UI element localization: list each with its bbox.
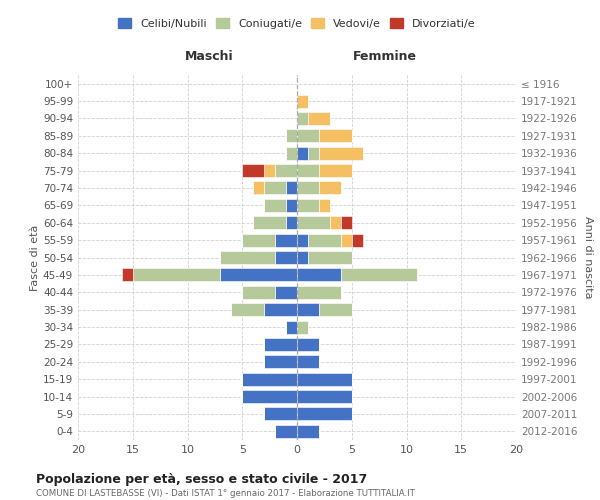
Bar	[122, 268, 133, 281]
Bar	[297, 216, 330, 230]
Bar	[220, 251, 275, 264]
Bar	[297, 146, 308, 160]
Bar	[341, 268, 418, 281]
Bar	[275, 425, 297, 438]
Bar	[286, 216, 297, 230]
Bar	[297, 338, 319, 351]
Bar	[133, 268, 220, 281]
Bar	[308, 251, 352, 264]
Bar	[341, 216, 352, 230]
Bar	[220, 268, 297, 281]
Bar	[286, 146, 297, 160]
Bar	[297, 94, 308, 108]
Bar	[297, 390, 352, 403]
Bar	[308, 112, 330, 125]
Bar	[275, 234, 297, 246]
Bar	[275, 164, 297, 177]
Bar	[275, 286, 297, 299]
Bar	[253, 216, 286, 230]
Bar	[297, 320, 308, 334]
Bar	[264, 408, 297, 420]
Bar	[297, 130, 319, 142]
Bar	[286, 182, 297, 194]
Text: Popolazione per età, sesso e stato civile - 2017: Popolazione per età, sesso e stato civil…	[36, 472, 367, 486]
Bar	[297, 251, 308, 264]
Bar	[297, 303, 319, 316]
Legend: Celibi/Nubili, Coniugati/e, Vedovi/e, Divorziati/e: Celibi/Nubili, Coniugati/e, Vedovi/e, Di…	[115, 15, 479, 32]
Bar	[242, 286, 275, 299]
Bar	[297, 112, 308, 125]
Bar	[352, 234, 362, 246]
Bar	[242, 234, 275, 246]
Bar	[297, 268, 341, 281]
Text: COMUNE DI LASTEBASSE (VI) - Dati ISTAT 1° gennaio 2017 - Elaborazione TUTTITALIA: COMUNE DI LASTEBASSE (VI) - Dati ISTAT 1…	[36, 489, 415, 498]
Bar	[297, 182, 319, 194]
Bar	[297, 425, 319, 438]
Bar	[232, 303, 264, 316]
Bar	[264, 199, 286, 212]
Bar	[286, 199, 297, 212]
Bar	[297, 408, 352, 420]
Text: Femmine: Femmine	[353, 50, 416, 63]
Bar	[264, 303, 297, 316]
Bar	[242, 372, 297, 386]
Bar	[286, 130, 297, 142]
Bar	[264, 182, 286, 194]
Bar	[319, 164, 352, 177]
Bar	[264, 356, 297, 368]
Bar	[297, 372, 352, 386]
Bar	[242, 390, 297, 403]
Bar	[297, 164, 319, 177]
Bar	[319, 303, 352, 316]
Bar	[242, 164, 264, 177]
Bar	[319, 130, 352, 142]
Bar	[341, 234, 352, 246]
Bar	[264, 338, 297, 351]
Bar	[297, 234, 308, 246]
Y-axis label: Fasce di età: Fasce di età	[30, 224, 40, 290]
Bar	[308, 234, 341, 246]
Bar	[297, 199, 319, 212]
Text: Maschi: Maschi	[185, 50, 234, 63]
Bar	[308, 146, 319, 160]
Y-axis label: Anni di nascita: Anni di nascita	[583, 216, 593, 298]
Bar	[286, 320, 297, 334]
Bar	[275, 251, 297, 264]
Bar	[253, 182, 264, 194]
Bar	[330, 216, 341, 230]
Bar	[319, 146, 362, 160]
Bar	[319, 199, 330, 212]
Bar	[264, 164, 275, 177]
Bar	[319, 182, 341, 194]
Bar	[297, 356, 319, 368]
Bar	[297, 286, 341, 299]
